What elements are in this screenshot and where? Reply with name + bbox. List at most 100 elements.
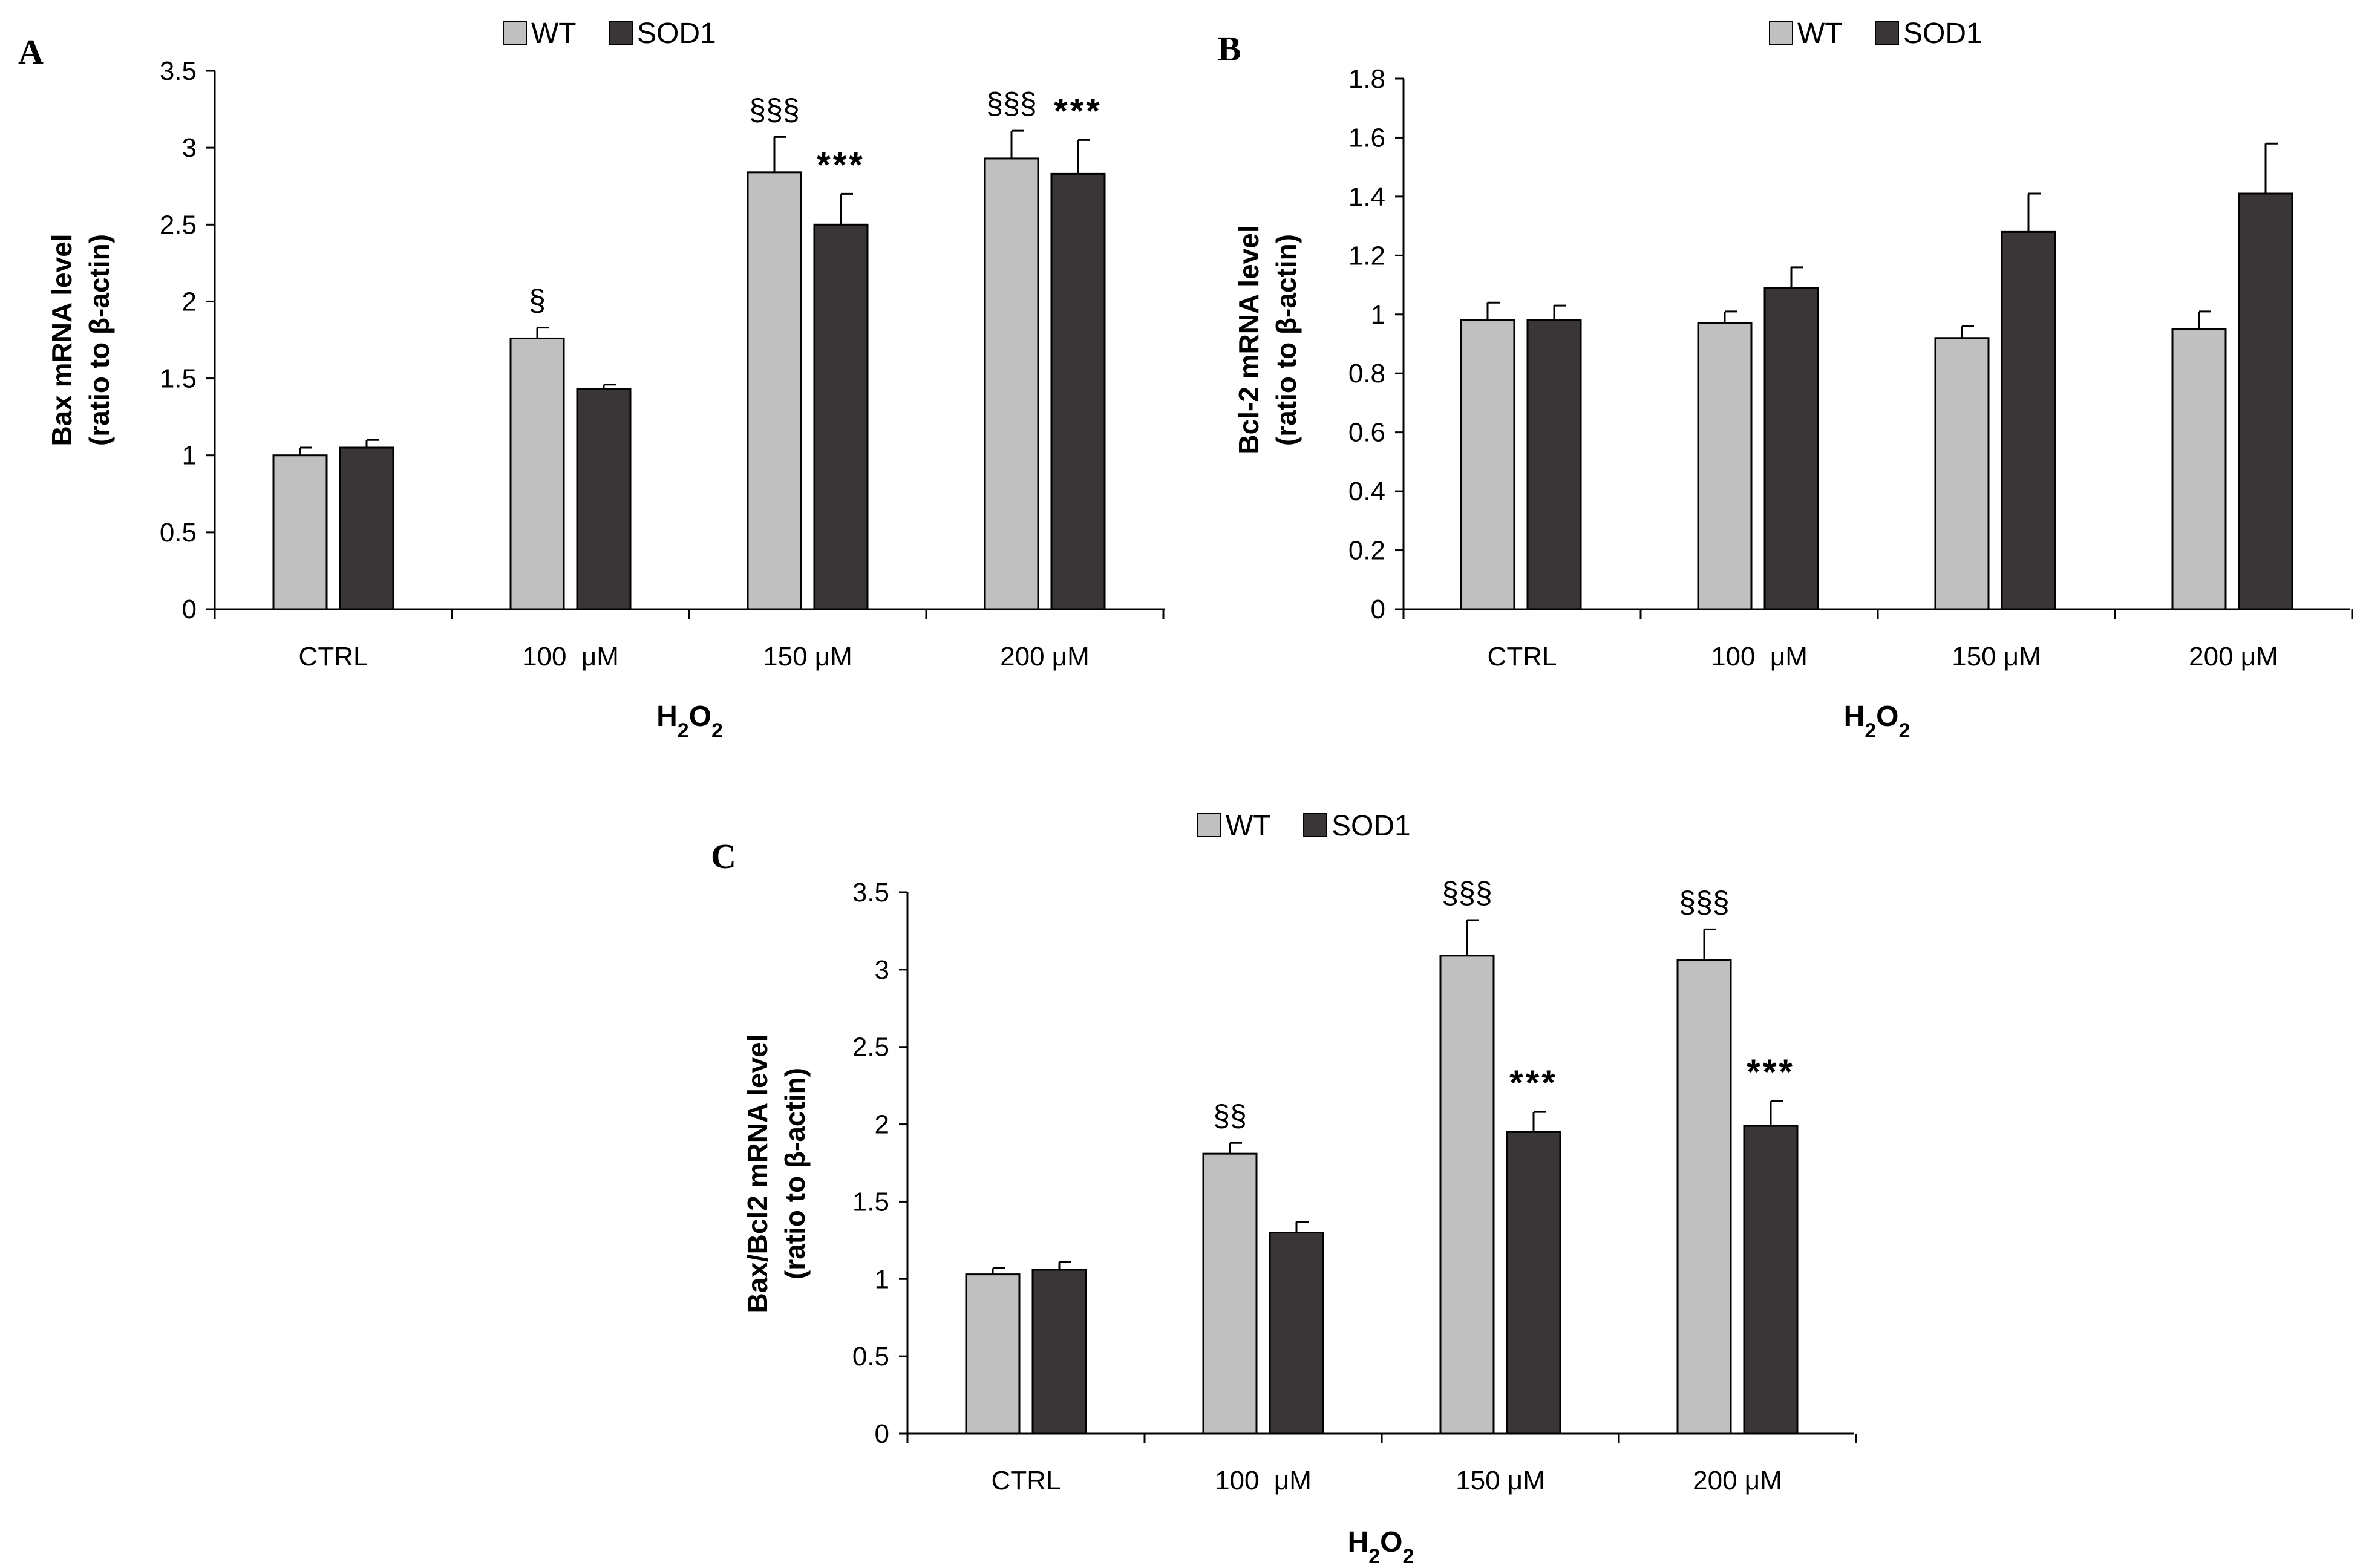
chart-panel-a: A WT SOD1 0 0.5 1 1.5 2 2.5 3 3.5 CTRL 100 μM 150 μM 2…: [18, 18, 1165, 742]
y-tick-label: 0: [1371, 595, 1385, 624]
y-tick-label: 0.6: [1348, 418, 1385, 448]
significance-sections: §§: [1213, 1099, 1247, 1132]
y-tick-label: 0.2: [1348, 536, 1385, 566]
legend: WT SOD1: [1197, 810, 1411, 842]
bar-sod1: [1269, 1232, 1324, 1435]
y-tick-label: 1.6: [1348, 123, 1385, 152]
bar-sod1: [2238, 192, 2293, 610]
y-tick-label: 2: [182, 287, 197, 316]
legend-swatch-sod1: [609, 21, 633, 45]
x-category-label: CTRL: [992, 1466, 1061, 1495]
x-category-label: 200 μM: [1693, 1466, 1782, 1495]
bar-wt: [1934, 337, 1990, 610]
legend-swatch-wt: [1197, 813, 1221, 837]
x-category-label: 100 μM: [1711, 642, 1808, 671]
legend-label-wt: WT: [1797, 18, 1843, 50]
significance-stars: ***: [1747, 1053, 1795, 1092]
bar-wt: [2171, 328, 2227, 610]
bar-wt: [1676, 959, 1732, 1435]
x-category-label: 100 μM: [1215, 1466, 1312, 1495]
legend-swatch-sod1: [1303, 813, 1327, 837]
significance-sections: §: [529, 284, 546, 318]
x-axis-label: H2O2: [656, 701, 723, 742]
y-tick-label: 0: [182, 595, 197, 624]
y-axis-label: Bcl-2 mRNA level: [1233, 225, 1264, 454]
bar-sod1: [1526, 319, 1582, 610]
legend-label-sod1: SOD1: [637, 18, 716, 50]
y-tick-label: 1.5: [160, 364, 197, 394]
y-tick-label: 1.8: [1348, 64, 1385, 94]
y-tick-label: 2.5: [852, 1033, 889, 1062]
legend-swatch-sod1: [1875, 21, 1899, 45]
bar-sod1: [1050, 172, 1106, 610]
bar-wt: [1460, 319, 1515, 610]
x-axis-label: H2O2: [1844, 701, 1910, 742]
y-axis-label: Bax/Bcl2 mRNA level: [742, 1034, 773, 1313]
significance-sections: §§§: [986, 87, 1036, 120]
bar-wt: [272, 454, 328, 610]
y-axis-label: (ratio to β-actin): [1270, 234, 1302, 446]
y-tick-label: 3: [182, 133, 197, 163]
y-tick-label: 2: [875, 1110, 889, 1140]
y-tick-label: 1: [1371, 300, 1385, 330]
y-tick-label: 1.2: [1348, 241, 1385, 270]
bar-wt: [1439, 955, 1495, 1435]
bar-wt: [1202, 1152, 1258, 1435]
x-category-label: 200 μM: [1000, 642, 1090, 671]
bar-wt: [1697, 322, 1753, 610]
y-tick-label: 1: [182, 441, 197, 471]
bar-sod1: [576, 388, 632, 610]
legend-label-wt: WT: [1226, 810, 1271, 842]
y-tick-label: 0: [875, 1419, 889, 1449]
x-category-label: 150 μM: [1456, 1466, 1545, 1495]
legend-label-sod1: SOD1: [1903, 18, 1982, 50]
y-tick-label: 0.4: [1348, 477, 1385, 506]
y-tick-label: 0.5: [160, 518, 197, 547]
y-tick-label: 0.5: [852, 1342, 889, 1371]
significance-sections: §§§: [1442, 876, 1492, 910]
bar-wt: [747, 171, 802, 610]
x-axis-label: H2O2: [1348, 1526, 1414, 1568]
x-category-label: CTRL: [299, 642, 368, 671]
bar-wt: [984, 157, 1039, 610]
panel-letter: C: [711, 837, 736, 876]
x-category-label: CTRL: [1488, 642, 1557, 671]
x-category-label: 100 μM: [522, 642, 619, 671]
legend-swatch-wt: [1769, 21, 1793, 45]
y-tick-label: 3: [875, 955, 889, 985]
legend-label-sod1: SOD1: [1332, 810, 1411, 842]
y-tick-label: 3.5: [160, 56, 197, 86]
bar-wt: [965, 1273, 1021, 1435]
bar-sod1: [813, 223, 869, 610]
y-tick-label: 3.5: [852, 878, 889, 907]
bar-sod1: [2001, 230, 2056, 610]
bar-sod1: [1743, 1125, 1799, 1435]
y-axis-label: (ratio to β-actin): [83, 234, 115, 446]
y-tick-label: 1.4: [1348, 182, 1385, 212]
legend-label-wt: WT: [531, 18, 577, 50]
legend-swatch-wt: [503, 21, 527, 45]
panel-letter: B: [1218, 29, 1241, 68]
y-tick-label: 2.5: [160, 210, 197, 240]
x-category-label: 150 μM: [763, 642, 852, 671]
y-tick-label: 1: [875, 1264, 889, 1294]
y-axis-label: Bax mRNA level: [46, 234, 77, 446]
chart-panel-b: B WT SOD1 0 0.2 0.4 0.6 0.8 1 1.2 1.4 1.6 1.8 CTRL 100…: [1218, 18, 2353, 742]
significance-stars: ***: [1509, 1063, 1558, 1103]
legend: WT SOD1: [1769, 18, 1982, 50]
bar-sod1: [1506, 1131, 1561, 1435]
significance-stars: ***: [1054, 91, 1102, 131]
y-tick-label: 0.8: [1348, 359, 1385, 388]
bar-sod1: [1763, 287, 1819, 610]
y-tick-label: 1.5: [852, 1187, 889, 1217]
significance-stars: ***: [817, 145, 865, 185]
significance-sections: §§§: [749, 93, 799, 126]
bar-sod1: [1031, 1269, 1087, 1435]
x-category-label: 150 μM: [1952, 642, 2041, 671]
legend: WT SOD1: [503, 18, 716, 50]
bar-wt: [509, 337, 565, 610]
y-axis-label: (ratio to β-actin): [779, 1068, 811, 1279]
bar-sod1: [339, 446, 394, 610]
significance-sections: §§§: [1679, 885, 1729, 919]
